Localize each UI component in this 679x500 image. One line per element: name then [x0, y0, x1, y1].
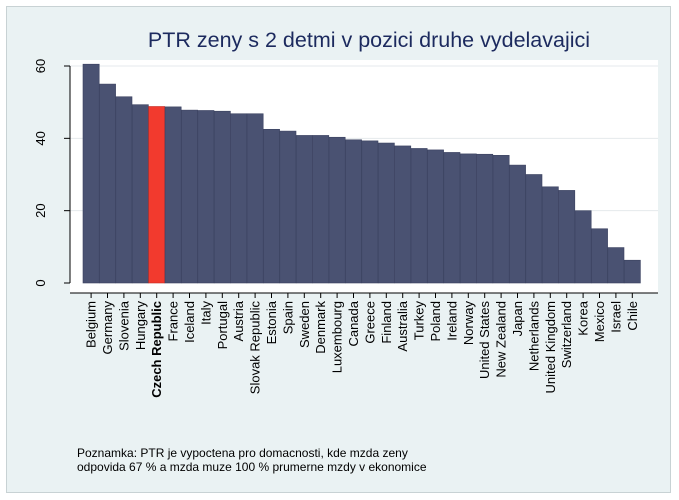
x-tick-label: France: [166, 301, 181, 341]
bar: [541, 186, 559, 284]
bar: [459, 153, 477, 284]
y-tick-label: 40: [33, 131, 48, 145]
x-tick-label: Czech Republic: [149, 301, 164, 398]
bar: [558, 190, 576, 284]
bar: [197, 110, 215, 284]
x-tick-label: Portugal: [215, 301, 230, 350]
bar: [230, 113, 248, 284]
x-tick-label: New Zealand: [494, 301, 509, 378]
y-tick-label: 0: [33, 279, 48, 286]
y-tick-label: 60: [33, 59, 48, 73]
note-line-1: Poznamka: PTR je vypoctena pro domacnost…: [77, 446, 408, 460]
x-tick-label: Mexico: [592, 301, 607, 342]
note-line-2: odpovida 67 % a mzda muze 100 % prumerne…: [77, 460, 427, 474]
x-tick-label: Luxembourg: [330, 301, 345, 373]
bar: [82, 63, 100, 284]
x-tick-label: Spain: [280, 301, 295, 334]
bar: [99, 83, 116, 284]
x-tick-label: Finland: [379, 301, 394, 344]
bar: [213, 110, 231, 284]
x-tick-label: Belgium: [84, 301, 99, 348]
x-tick-label: Germany: [100, 301, 115, 355]
y-axis: 0 20 40 60: [33, 59, 71, 287]
x-tick-label: Iceland: [182, 301, 197, 343]
bar: [476, 153, 494, 284]
x-tick-label: Austria: [231, 300, 246, 341]
bar: [263, 128, 280, 284]
x-tick-label: Korea: [576, 300, 591, 335]
bar: [131, 104, 149, 284]
x-tick-label: Japan: [510, 301, 525, 336]
x-tick-label: Netherlands: [526, 301, 541, 372]
bar: [148, 106, 166, 284]
bar: [295, 135, 313, 284]
bar: [361, 140, 379, 284]
bar: [328, 136, 346, 284]
x-tick-label: Norway: [461, 301, 476, 346]
x-tick-label: United States: [477, 301, 492, 380]
bar: [181, 109, 198, 284]
x-tick-label: Poland: [428, 301, 443, 341]
bars: [82, 63, 641, 284]
chart-title: PTR zeny s 2 detmi v pozici druhe vydela…: [148, 28, 590, 52]
bar: [607, 247, 625, 284]
bar: [345, 139, 362, 284]
bar: [623, 259, 641, 284]
x-tick-label: Switzerland: [559, 301, 574, 368]
bar: [164, 106, 182, 284]
bar: [492, 155, 510, 284]
bar: [574, 210, 592, 284]
x-tick-label: Estonia: [264, 300, 279, 344]
bar: [591, 228, 608, 284]
bar: [246, 113, 264, 284]
bar: [443, 152, 461, 284]
bar: [509, 164, 526, 284]
x-tick-label: Greece: [362, 301, 377, 344]
x-tick-label: Denmark: [313, 301, 328, 354]
x-tick-label: Australia: [395, 300, 410, 351]
bar: [525, 174, 543, 284]
bar: [279, 130, 297, 284]
x-tick-label: Turkey: [412, 301, 427, 341]
x-axis: Belgium Germany Slovenia Hungary Czech Repub…: [70, 292, 658, 398]
bar: [394, 145, 412, 284]
bar: [427, 149, 444, 284]
x-tick-label: Ireland: [444, 301, 459, 341]
x-tick-label: Hungary: [133, 301, 148, 351]
x-tick-label: United Kingdom: [543, 301, 558, 394]
x-tick-label: Canada: [346, 300, 361, 346]
x-tick-label: Israel: [608, 301, 623, 333]
x-tick-label: Chile: [625, 301, 640, 331]
bar: [377, 142, 395, 284]
x-tick-label: Italy: [198, 301, 213, 325]
bar: [115, 96, 133, 284]
x-tick-label: Sweden: [297, 301, 312, 348]
x-tick-label: Slovenia: [116, 300, 131, 351]
bar: [410, 148, 428, 284]
bar: [312, 135, 330, 284]
y-tick-label: 20: [33, 203, 48, 217]
x-tick-label: Slovak Republic: [248, 301, 263, 395]
